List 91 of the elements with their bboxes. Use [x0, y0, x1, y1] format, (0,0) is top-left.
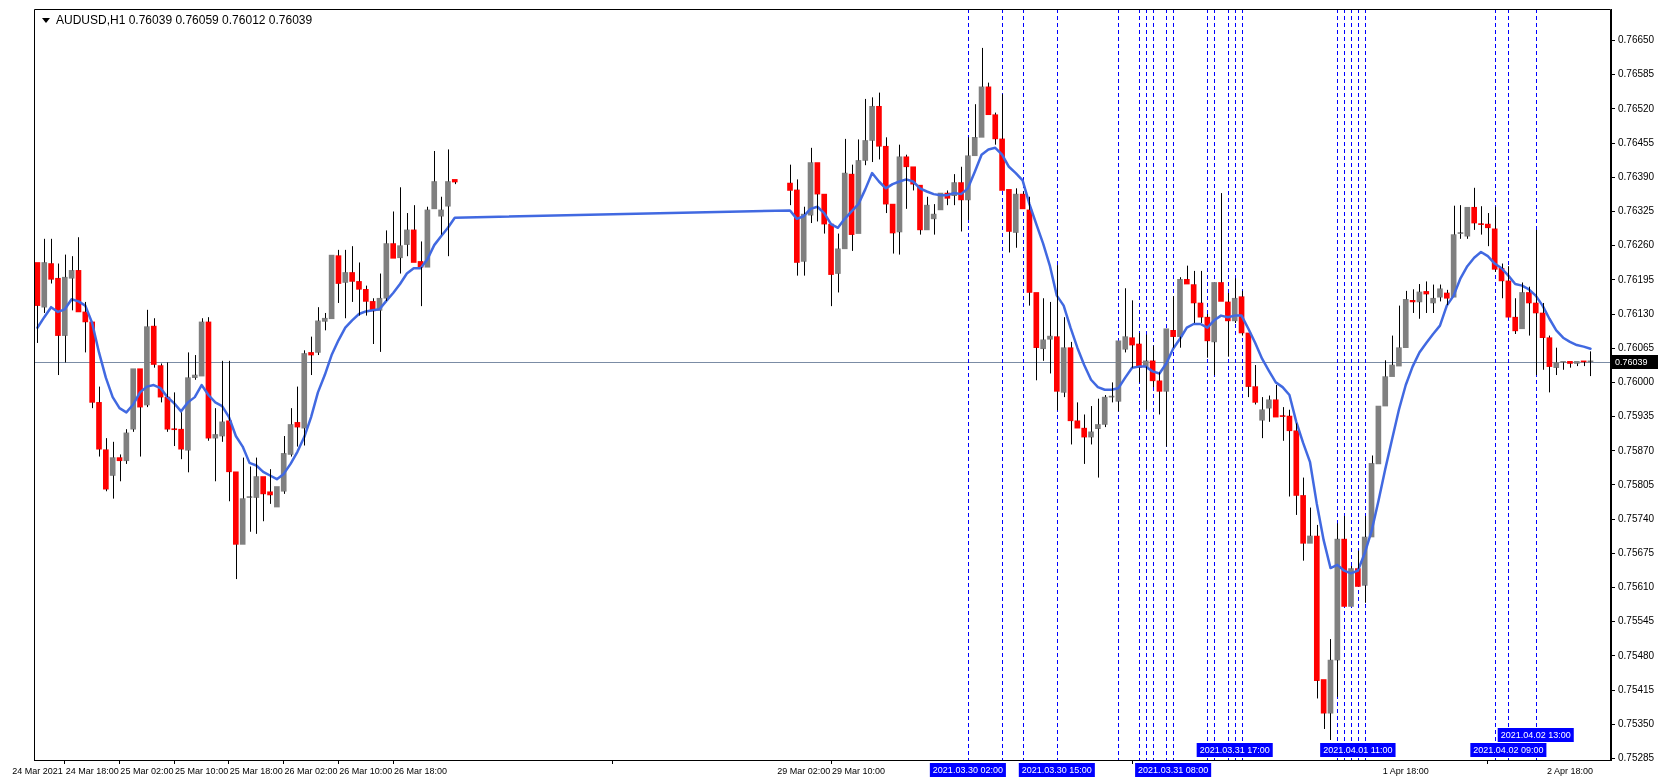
ref-line-label: 2021.04.02 09:00: [1473, 744, 1544, 755]
y-tick-label: 0.75545: [1618, 615, 1655, 627]
candlestick: [404, 212, 410, 257]
candlestick: [1443, 289, 1450, 306]
candlestick: [1177, 276, 1183, 349]
candlestick: [41, 238, 48, 314]
candlestick: [438, 196, 444, 236]
candlestick: [137, 368, 143, 458]
candlestick: [1573, 361, 1580, 367]
ref-line-label: 2021.03.30 15:00: [1021, 764, 1092, 775]
y-tick-label: 0.76000: [1618, 376, 1655, 388]
x-tick-label: 29 Mar 02:00: [777, 765, 831, 776]
candlestick: [82, 301, 89, 353]
y-tick-label: 0.76195: [1618, 273, 1655, 285]
candlestick: [1170, 295, 1176, 349]
x-tick-label: 1 Apr 18:00: [1382, 765, 1429, 776]
y-tick-label: 0.75415: [1618, 683, 1655, 695]
candlestick: [1231, 277, 1238, 324]
y-tick-label: 0.75610: [1618, 581, 1655, 593]
y-tick-label: 0.75675: [1618, 547, 1655, 559]
y-tick-label: 0.76455: [1618, 136, 1655, 148]
candlestick: [1081, 413, 1088, 465]
candlestick: [1183, 265, 1190, 285]
candlestick: [109, 441, 116, 500]
ref-line-label: 2021.04.02 13:00: [1500, 729, 1571, 740]
y-tick-label: 0.76520: [1618, 102, 1655, 114]
x-tick-label: 24 Mar 18:00: [65, 765, 119, 776]
candlestick: [397, 186, 403, 275]
candlestick: [445, 148, 451, 257]
y-tick-label: 0.75480: [1618, 649, 1655, 661]
y-tick-label: 0.76065: [1618, 341, 1655, 353]
candlestick: [1471, 187, 1477, 231]
candlestick: [1211, 282, 1218, 376]
candlestick: [1532, 229, 1539, 376]
y-tick-label: 0.76650: [1618, 34, 1655, 46]
candlestick: [1266, 395, 1272, 423]
candlestick: [301, 349, 308, 447]
y-tick-label: 0.75805: [1618, 478, 1655, 490]
candlestick: [1519, 281, 1525, 330]
y-tick-label: 0.76390: [1618, 171, 1655, 183]
candlestick: [1225, 292, 1231, 358]
candlestick: [451, 179, 458, 185]
x-tick-label: 29 Mar 10:00: [831, 765, 885, 776]
x-tick-label: 26 Mar 10:00: [339, 765, 393, 776]
ref-line-label: 2021.03.31 17:00: [1199, 744, 1270, 755]
x-tick-label: 2 Apr 18:00: [1546, 765, 1593, 776]
candlestick: [342, 249, 349, 319]
candlestick: [1054, 264, 1060, 411]
candlestick: [239, 457, 246, 545]
chart-title: AUDUSD,H1 0.76039 0.76059 0.76012 0.76039: [56, 13, 313, 27]
candlestick: [800, 206, 807, 277]
x-tick-label: 26 Mar 18:00: [394, 765, 448, 776]
candlestick: [431, 150, 438, 210]
x-tick-label: 26 Mar 02:00: [284, 765, 338, 776]
candlestick: [828, 223, 834, 307]
candlestick: [1218, 192, 1224, 302]
candlestick: [308, 336, 314, 376]
x-tick-label: 25 Mar 18:00: [229, 765, 283, 776]
candlestick: [1348, 565, 1354, 607]
candlestick: [1163, 328, 1170, 448]
candlestick: [1156, 371, 1163, 415]
candlestick: [1423, 280, 1430, 314]
candlestick: [1259, 396, 1265, 439]
candlestick: [1430, 284, 1436, 314]
candlestick: [1341, 515, 1348, 607]
y-tick-label: 0.75350: [1618, 717, 1655, 729]
ref-line-label: 0.76039: [1615, 356, 1648, 367]
candlestick: [1567, 361, 1573, 369]
candlestick: [1307, 507, 1313, 544]
candlestick: [1526, 286, 1532, 337]
ref-line-label: 2021.03.30 02:00: [932, 764, 1003, 775]
candlestick: [390, 210, 397, 259]
y-tick-label: 0.75870: [1618, 444, 1655, 456]
candlestick: [144, 309, 150, 408]
x-tick-label: 25 Mar 02:00: [120, 765, 174, 776]
candlestick: [150, 317, 157, 369]
candlestick: [1437, 284, 1443, 302]
y-tick-label: 0.75935: [1618, 410, 1655, 422]
y-tick-label: 0.76585: [1618, 68, 1655, 80]
y-tick-label: 0.76325: [1618, 205, 1655, 217]
y-tick-label: 0.75285: [1618, 752, 1655, 764]
x-tick-label: 25 Mar 10:00: [175, 765, 229, 776]
ref-line-label: 2021.04.01 11:00: [1323, 744, 1393, 755]
y-tick-label: 0.76130: [1618, 307, 1655, 319]
candlestick: [1012, 187, 1019, 249]
ref-line-label: 2021.03.31 08:00: [1138, 764, 1209, 775]
x-tick-label: 24 Mar 2021: [12, 765, 63, 776]
y-tick-label: 0.75740: [1618, 512, 1655, 524]
y-tick-label: 0.76260: [1618, 239, 1655, 251]
candlestick: [130, 368, 137, 433]
candlestick: [917, 184, 923, 236]
